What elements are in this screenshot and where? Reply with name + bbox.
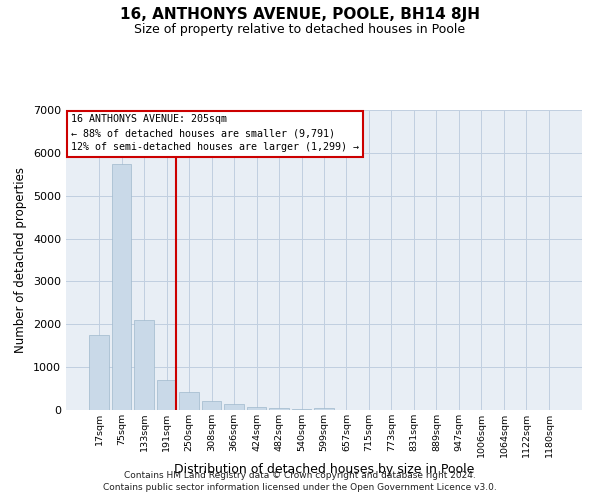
- Text: 16 ANTHONYS AVENUE: 205sqm
← 88% of detached houses are smaller (9,791)
12% of s: 16 ANTHONYS AVENUE: 205sqm ← 88% of deta…: [71, 114, 359, 152]
- Bar: [89, 335, 109, 410]
- Bar: [157, 380, 176, 410]
- Bar: [247, 407, 266, 410]
- Text: Size of property relative to detached houses in Poole: Size of property relative to detached ho…: [134, 22, 466, 36]
- Bar: [269, 408, 289, 410]
- Text: 16, ANTHONYS AVENUE, POOLE, BH14 8JH: 16, ANTHONYS AVENUE, POOLE, BH14 8JH: [120, 8, 480, 22]
- Bar: [314, 408, 334, 410]
- Bar: [202, 401, 221, 410]
- Bar: [112, 164, 131, 410]
- Y-axis label: Number of detached properties: Number of detached properties: [14, 167, 28, 353]
- Bar: [179, 392, 199, 410]
- Bar: [292, 409, 311, 410]
- Text: Contains HM Land Registry data © Crown copyright and database right 2024.
Contai: Contains HM Land Registry data © Crown c…: [103, 471, 497, 492]
- Bar: [134, 320, 154, 410]
- Bar: [224, 404, 244, 410]
- X-axis label: Distribution of detached houses by size in Poole: Distribution of detached houses by size …: [174, 462, 474, 475]
